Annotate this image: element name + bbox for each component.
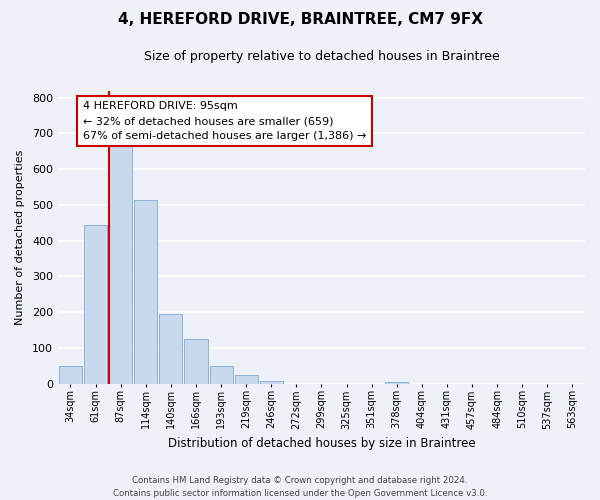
Bar [84,224,107,384]
Bar [385,382,409,384]
Text: 4, HEREFORD DRIVE, BRAINTREE, CM7 9FX: 4, HEREFORD DRIVE, BRAINTREE, CM7 9FX [118,12,482,28]
Title: Size of property relative to detached houses in Braintree: Size of property relative to detached ho… [143,50,499,63]
Bar [109,146,132,384]
Bar [134,200,157,384]
Bar [235,374,258,384]
Text: Contains HM Land Registry data © Crown copyright and database right 2024.
Contai: Contains HM Land Registry data © Crown c… [113,476,487,498]
Bar [209,366,233,384]
X-axis label: Distribution of detached houses by size in Braintree: Distribution of detached houses by size … [167,437,475,450]
Bar [59,366,82,384]
Bar [184,339,208,384]
Y-axis label: Number of detached properties: Number of detached properties [15,150,25,325]
Text: 4 HEREFORD DRIVE: 95sqm
← 32% of detached houses are smaller (659)
67% of semi-d: 4 HEREFORD DRIVE: 95sqm ← 32% of detache… [83,102,367,141]
Bar [260,381,283,384]
Bar [160,314,182,384]
